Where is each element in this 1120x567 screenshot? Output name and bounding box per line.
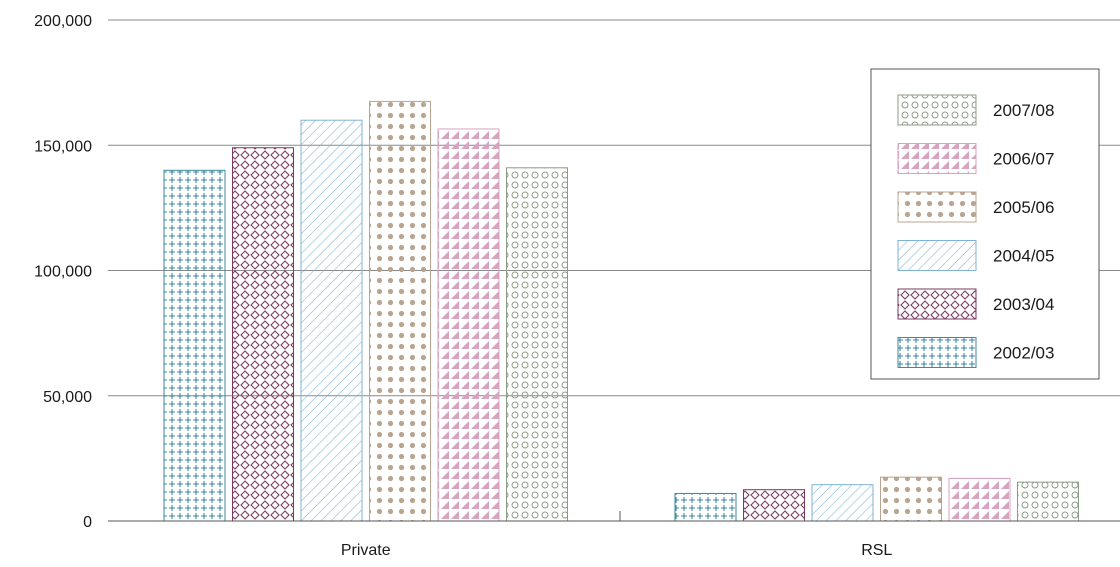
legend-label: 2005/06 <box>993 198 1054 217</box>
y-tick-label: 200,000 <box>34 13 92 30</box>
bar-rsl-2004-05 <box>811 484 874 522</box>
bar-private-2003-04 <box>232 147 294 522</box>
legend-swatch <box>897 288 977 320</box>
bars <box>163 100 1079 522</box>
bar-private-2007-08 <box>506 167 568 522</box>
x-category-label: Private <box>341 542 391 559</box>
legend-item-2002-03: 2002/03 <box>897 337 1054 368</box>
bar-group-rsl <box>674 476 1079 522</box>
bar-rsl-2005-06 <box>880 476 942 522</box>
legend-swatch <box>897 143 977 174</box>
bar-group-private <box>163 100 568 522</box>
legend-item-2006-07: 2006/07 <box>897 143 1054 174</box>
bar-rsl-2003-04 <box>743 489 805 522</box>
bar-private-2002-03 <box>163 169 226 522</box>
legend-label: 2007/08 <box>993 101 1054 120</box>
bar-rsl-2006-07 <box>948 477 1011 522</box>
legend-swatch <box>897 337 977 368</box>
legend-swatch <box>897 191 977 223</box>
legend-item-2007-08: 2007/08 <box>897 94 1054 126</box>
legend-swatch <box>897 240 977 271</box>
y-axis: 0 50,000 100,000 150,000 200,000 <box>34 13 92 531</box>
legend-label: 2006/07 <box>993 150 1054 169</box>
y-tick-label: 150,000 <box>34 138 92 155</box>
y-tick-label: 50,000 <box>43 389 92 406</box>
legend-label: 2002/03 <box>993 344 1054 363</box>
legend-item-2004-05: 2004/05 <box>897 240 1054 271</box>
legend: 2007/08 2006/07 2005/06 2004/05 2003/04 2002/… <box>870 68 1100 380</box>
legend-label: 2003/04 <box>993 295 1054 314</box>
legend-item-2005-06: 2005/06 <box>897 191 1054 223</box>
x-category-label: RSL <box>861 542 892 559</box>
bar-private-2005-06 <box>369 100 431 522</box>
y-tick-label: 100,000 <box>34 264 92 281</box>
y-tick-label: 0 <box>83 514 92 531</box>
bar-private-2006-07 <box>437 128 500 522</box>
legend-item-2003-04: 2003/04 <box>897 288 1054 320</box>
legend-label: 2004/05 <box>993 247 1054 266</box>
bar-rsl-2007-08 <box>1017 481 1079 522</box>
legend-swatch <box>897 94 977 126</box>
x-axis: Private RSL <box>108 511 1120 559</box>
bar-private-2004-05 <box>300 119 363 522</box>
bar-rsl-2002-03 <box>674 492 737 522</box>
